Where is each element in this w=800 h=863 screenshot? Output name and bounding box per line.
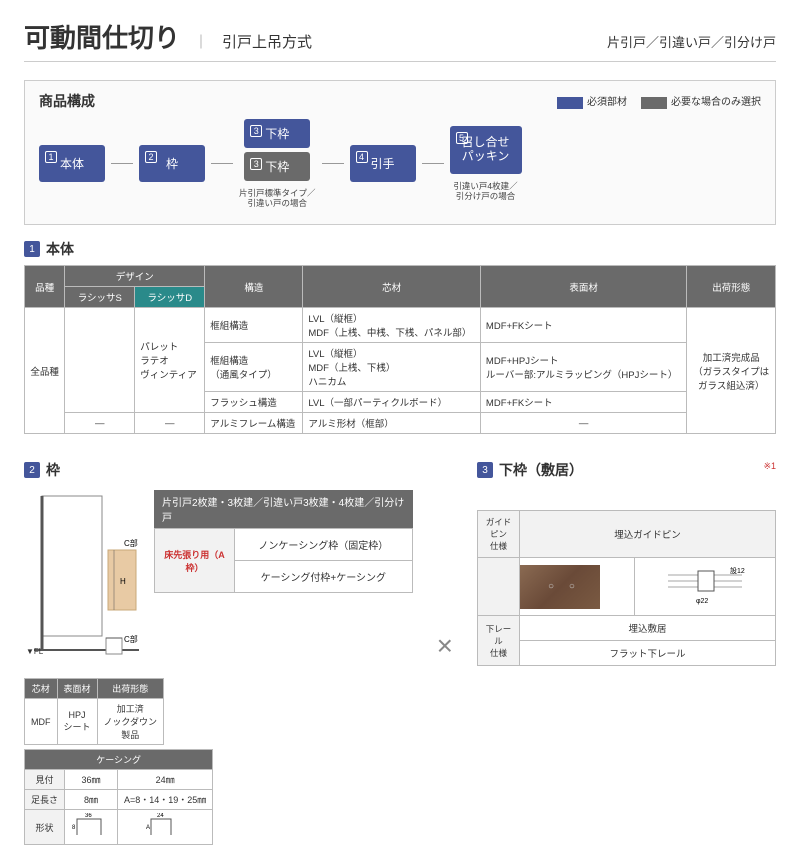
body-spec-table: 品種 デザイン 構造 芯材 表面材 出荷形態 ラシッサS ラシッサD 全品種 パ…: [24, 265, 776, 434]
rail-table: ガイドピン 仕様 埋込ガイドピン φ22 設12: [477, 510, 776, 666]
page-subtitle: 引戸上吊方式: [222, 31, 312, 52]
frame-tab: 片引戸2枚建・3枚建／引違い戸3枚建・4枚建／引分け戸: [154, 490, 413, 528]
material-table: 芯材 表面材 出荷形態 MDF HPJ シート 加工済 ノックダウン 製品: [24, 678, 164, 745]
cell-design-s: [65, 308, 135, 413]
svg-text:φ22: φ22: [696, 598, 708, 605]
svg-text:設12: 設12: [730, 566, 745, 575]
svg-text:C部: C部: [124, 538, 138, 548]
casing-table: ケーシング 見付 36㎜ 24㎜ 足長さ 8㎜ A=8・14・19・25㎜ 形状…: [24, 749, 213, 845]
sm-core: 芯材: [25, 679, 58, 699]
sm-ship: 出荷形態: [97, 679, 163, 699]
flow-node-handle: 4引手: [350, 145, 416, 182]
packing-caption: 引違い戸4枚建／ 引分け戸の場合: [453, 181, 517, 201]
svg-text:36: 36: [85, 813, 92, 819]
th-struct: 構造: [205, 266, 303, 308]
sm-surf: 表面材: [57, 679, 97, 699]
sm-hpj: HPJ シート: [57, 699, 97, 745]
svg-text:24: 24: [157, 813, 164, 819]
yukasaki-label: 床先張り用（A枠）: [164, 550, 225, 573]
cell-core-2: LVL（一部パーティクルボード）: [303, 392, 481, 413]
cell-kind: 全品種: [25, 308, 65, 434]
cell-surf-1: MDF+HPJシート ルーバー部:アルミラッピング（HPJシート）: [480, 343, 686, 392]
rail-l1b: [478, 558, 520, 616]
section-2-num: 2: [24, 462, 40, 478]
multiply-icon: ×: [431, 630, 459, 662]
sm-casing: ケーシング: [25, 750, 213, 770]
cell-surf-0: MDF+FKシート: [480, 308, 686, 343]
cell-ship: 加工済完成品 （ガラスタイプは ガラス組込済）: [687, 308, 776, 434]
cell-struct-2: フラッシュ構造: [205, 392, 303, 413]
section-2-title: 枠: [46, 460, 60, 480]
rail-diagram: φ22 設12: [635, 558, 776, 616]
flow-node-sill-a: 3下枠: [244, 119, 310, 148]
cell-design-d: パレット ラテオ ヴィンティア: [135, 308, 205, 413]
sm-shape: 形状: [25, 810, 65, 845]
cell-struct-3: アルミフレーム構造: [205, 413, 303, 434]
legend-required: 必須部材: [587, 97, 627, 108]
cell-struct-1: 框組構造 （通風タイプ）: [205, 343, 303, 392]
flow-node-packing: 5召し合せ パッキン: [450, 126, 522, 174]
cell-core-3: アルミ形材（框部）: [303, 413, 481, 434]
section-3-num: 3: [477, 462, 493, 478]
cell-core-1: LVL（縦框） MDF（上桟、下桟） ハニカム: [303, 343, 481, 392]
flow-node-frame: 2枠: [139, 145, 205, 182]
sm-m2: 24㎜: [118, 770, 213, 790]
section-3-note: ※1: [763, 461, 776, 472]
section-3-title: 下枠（敷居）: [499, 460, 583, 480]
legend-swatch-optional: [641, 97, 667, 109]
section-2-header: 2 枠: [24, 460, 413, 480]
th-design-s: ラシッサS: [65, 287, 135, 308]
legend-optional: 必要な場合のみ選択: [671, 97, 761, 108]
frame-row-1: ノンケーシング枠（固定枠）: [235, 529, 413, 561]
flow-diagram: 1本体 2枠 3下枠 3下枠 片引戸標準タイプ／ 引違い戸の場合 4引手 5召し…: [39, 119, 761, 208]
section-1-header: 1 本体: [24, 239, 776, 259]
composition-panel: 商品構成 必須部材 必要な場合のみ選択 1本体 2枠 3下枠 3下枠 片引戸標準…: [24, 80, 776, 225]
sm-m1: 36㎜: [65, 770, 118, 790]
title-separator: ｜: [194, 32, 208, 52]
page-title: 可動間仕切り: [24, 18, 180, 55]
th-core: 芯材: [303, 266, 481, 308]
svg-text:C部: C部: [124, 634, 138, 644]
frame-row-2: ケーシング付枠+ケーシング: [235, 561, 413, 593]
rail-l2: 下レール 仕様: [478, 616, 520, 666]
th-design: デザイン: [65, 266, 205, 287]
sill-caption: 片引戸標準タイプ／ 引違い戸の場合: [239, 188, 316, 208]
door-diagram: ▼FL C部 C部 H: [24, 490, 144, 670]
th-kind: 品種: [25, 266, 65, 308]
cell-struct-0: 框組構造: [205, 308, 303, 343]
door-types: 片引戸／引違い戸／引分け戸: [607, 32, 776, 51]
th-design-d: ラシッサD: [135, 287, 205, 308]
cell-design-s-dash: —: [65, 413, 135, 434]
legend: 必須部材 必要な場合のみ選択: [557, 93, 761, 108]
legend-swatch-required: [557, 97, 583, 109]
svg-text:H: H: [120, 577, 126, 586]
page-header: 可動間仕切り ｜ 引戸上吊方式 片引戸／引違い戸／引分け戸: [24, 18, 776, 62]
section-1-title: 本体: [46, 239, 74, 259]
frame-table: 床先張り用（A枠） ノンケーシング枠（固定枠） ケーシング付枠+ケーシング: [154, 528, 413, 593]
cell-design-d-dash: —: [135, 413, 205, 434]
sm-mdf: MDF: [25, 699, 58, 745]
section-3-header: 3 下枠（敷居）: [477, 460, 583, 480]
rail-h1: 埋込ガイドピン: [520, 511, 776, 558]
cell-surf-2: MDF+FKシート: [480, 392, 686, 413]
svg-text:▼FL: ▼FL: [26, 647, 44, 656]
composition-title: 商品構成: [39, 91, 95, 111]
flow-node-body: 1本体: [39, 145, 105, 182]
th-surf: 表面材: [480, 266, 686, 308]
sm-shape1: 36 8: [65, 810, 118, 845]
sm-shape2: 24 A: [118, 810, 213, 845]
cell-surf-3: —: [480, 413, 686, 434]
cell-core-0: LVL（縦框） MDF（上桟、中桟、下桟、パネル部）: [303, 308, 481, 343]
rail-photo: [520, 565, 600, 609]
svg-text:8: 8: [72, 825, 76, 831]
rail-h2: 埋込敷居: [520, 616, 776, 641]
rail-l1: ガイドピン 仕様: [478, 511, 520, 558]
svg-text:A: A: [146, 825, 150, 831]
flow-node-sill-b: 3下枠: [244, 152, 310, 181]
sm-mitsuke: 見付: [25, 770, 65, 790]
th-ship: 出荷形態: [687, 266, 776, 308]
sm-shipv: 加工済 ノックダウン 製品: [97, 699, 163, 745]
section-1-num: 1: [24, 241, 40, 257]
rail-h3: フラット下レール: [520, 641, 776, 666]
